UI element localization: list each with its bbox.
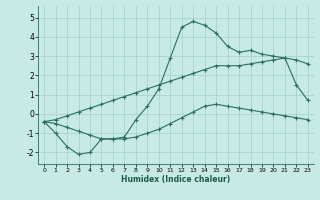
- X-axis label: Humidex (Indice chaleur): Humidex (Indice chaleur): [121, 175, 231, 184]
